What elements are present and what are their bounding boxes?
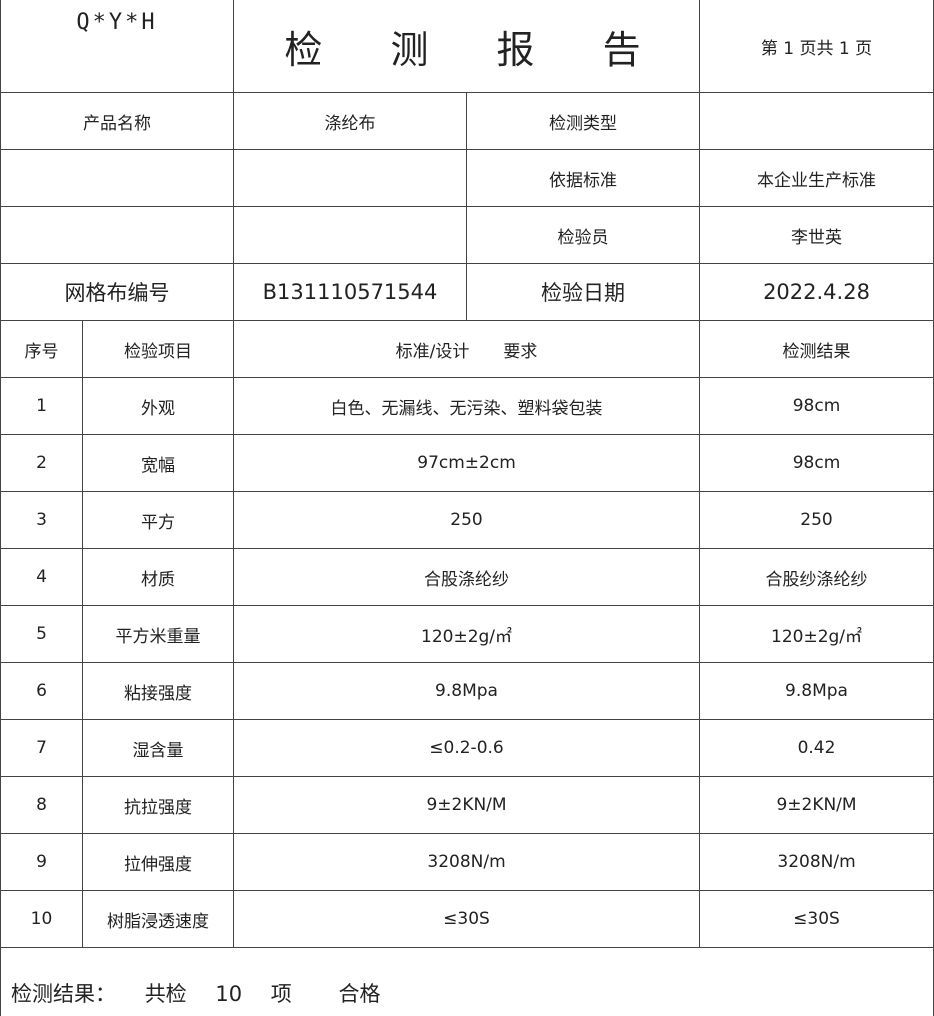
column-header-row: 序号 检验项目 标准/设计 要求 检测结果 xyxy=(1,321,934,378)
conclusion-verdict: 合格 xyxy=(338,982,380,1006)
conclusion-prefix: 共检 xyxy=(145,982,187,1006)
info-row: 网格布编号 B131110571544 检验日期 2022.4.28 xyxy=(1,264,934,321)
info-label: 产品名称 xyxy=(1,93,234,150)
cell-requirement: ≤30S xyxy=(234,891,700,948)
cell-requirement: 120±2g/㎡ xyxy=(234,606,700,663)
cell-item: 粘接强度 xyxy=(83,663,234,720)
cell-no: 5 xyxy=(1,606,83,663)
column-header-result: 检测结果 xyxy=(700,321,934,378)
info-value xyxy=(700,93,934,150)
cell-item: 材质 xyxy=(83,549,234,606)
info-label xyxy=(1,150,234,207)
cell-no: 8 xyxy=(1,777,83,834)
cell-requirement: 97cm±2cm xyxy=(234,435,700,492)
cell-result: 9±2KN/M xyxy=(700,777,934,834)
cell-item: 宽幅 xyxy=(83,435,234,492)
cell-result: 98cm xyxy=(700,435,934,492)
info-value: 涤纶布 xyxy=(234,93,467,150)
info-value: 2022.4.28 xyxy=(700,264,934,321)
cell-result: 0.42 xyxy=(700,720,934,777)
cell-result: 9.8Mpa xyxy=(700,663,934,720)
conclusion: 检测结果： 共检 10 项 合格 xyxy=(1,948,934,1016)
info-label: 检测类型 xyxy=(467,93,700,150)
cell-no: 7 xyxy=(1,720,83,777)
cell-no: 6 xyxy=(1,663,83,720)
column-header-requirement: 标准/设计 要求 xyxy=(234,321,700,378)
info-row: 产品名称 涤纶布 检测类型 xyxy=(1,93,934,150)
cell-item: 外观 xyxy=(83,378,234,435)
info-label: 网格布编号 xyxy=(1,264,234,321)
info-value xyxy=(234,150,467,207)
report-header: Q*Y*H 检 测 报 告 第 1 页共 1 页 xyxy=(1,0,934,93)
company-logo: Q*Y*H xyxy=(1,0,234,93)
column-header-item: 检验项目 xyxy=(83,321,234,378)
info-value: 李世英 xyxy=(700,207,934,264)
report-title: 检 测 报 告 xyxy=(234,0,700,93)
column-header-no: 序号 xyxy=(1,321,83,378)
cell-result: 3208N/m xyxy=(700,834,934,891)
cell-item: 平方米重量 xyxy=(83,606,234,663)
cell-requirement: 9±2KN/M xyxy=(234,777,700,834)
info-label: 检验日期 xyxy=(467,264,700,321)
info-label: 检验员 xyxy=(467,207,700,264)
cell-item: 树脂浸透速度 xyxy=(83,891,234,948)
cell-no: 4 xyxy=(1,549,83,606)
conclusion-label: 检测结果： xyxy=(11,982,116,1006)
cell-result: 250 xyxy=(700,492,934,549)
cell-no: 1 xyxy=(1,378,83,435)
page-indicator: 第 1 页共 1 页 xyxy=(700,0,934,93)
cell-result: ≤30S xyxy=(700,891,934,948)
cell-requirement: 3208N/m xyxy=(234,834,700,891)
cell-item: 抗拉强度 xyxy=(83,777,234,834)
cell-result: 98cm xyxy=(700,378,934,435)
cell-item: 平方 xyxy=(83,492,234,549)
cell-item: 拉伸强度 xyxy=(83,834,234,891)
cell-requirement: ≤0.2-0.6 xyxy=(234,720,700,777)
cell-result: 合股纱涤纶纱 xyxy=(700,549,934,606)
conclusion-row: 检测结果： 共检 10 项 合格 xyxy=(1,948,934,1016)
conclusion-unit: 项 xyxy=(271,982,292,1006)
info-row: 检验员 李世英 xyxy=(1,207,934,264)
info-label: 依据标准 xyxy=(467,150,700,207)
info-row: 依据标准 本企业生产标准 xyxy=(1,150,934,207)
info-label xyxy=(1,207,234,264)
info-value xyxy=(234,207,467,264)
cell-no: 2 xyxy=(1,435,83,492)
cell-requirement: 合股涤纶纱 xyxy=(234,549,700,606)
info-value: B131110571544 xyxy=(234,264,467,321)
info-value: 本企业生产标准 xyxy=(700,150,934,207)
cell-no: 9 xyxy=(1,834,83,891)
cell-requirement: 250 xyxy=(234,492,700,549)
cell-result: 120±2g/㎡ xyxy=(700,606,934,663)
cell-requirement: 9.8Mpa xyxy=(234,663,700,720)
conclusion-count: 10 xyxy=(215,982,242,1006)
cell-no: 3 xyxy=(1,492,83,549)
cell-no: 10 xyxy=(1,891,83,948)
cell-requirement: 白色、无漏线、无污染、塑料袋包装 xyxy=(234,378,700,435)
cell-item: 湿含量 xyxy=(83,720,234,777)
